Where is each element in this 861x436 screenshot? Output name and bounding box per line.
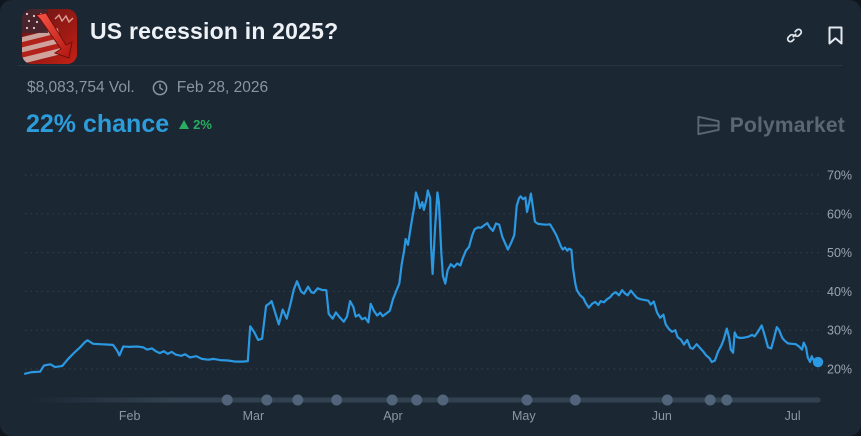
price-line [23,189,820,375]
y-tick-label: 70% [827,169,852,183]
timeline-marker[interactable] [386,394,398,406]
recession-flag-image [22,9,77,64]
y-tick-label: 20% [827,363,852,377]
y-tick-label: 40% [827,285,852,299]
x-tick-label: Jul [785,409,801,423]
bookmark-icon[interactable] [828,26,843,45]
polymarket-logo-text: Polymarket [729,113,845,137]
current-price-dot [812,356,824,368]
chance-delta-value: 2% [193,117,212,132]
volume-label: $8,083,754 Vol. [27,79,135,96]
triangle-up-icon [179,120,190,129]
x-tick-label: Mar [243,409,265,423]
y-tick-label: 60% [827,207,852,221]
polymarket-logo-mark [697,115,720,136]
timeline-marker[interactable] [704,394,716,406]
end-date-label: Feb 28, 2026 [176,79,269,96]
chance-value: 22% chance [26,110,170,138]
x-tick-label: Apr [383,409,402,423]
chance-delta: 2% [179,117,212,132]
y-tick-label: 30% [827,324,852,338]
clock-icon [152,80,168,96]
polymarket-logo[interactable]: Polymarket [695,112,845,139]
timeline-marker[interactable] [521,394,533,406]
timeline-marker[interactable] [661,394,673,406]
market-thumbnail[interactable] [22,9,77,64]
timeline-marker[interactable] [569,394,581,406]
x-tick-label: Feb [119,409,141,423]
x-tick-label: Jun [652,409,672,423]
y-tick-label: 50% [827,246,852,260]
timeline-marker[interactable] [721,394,733,406]
timeline-marker[interactable] [437,394,449,406]
timeline-marker[interactable] [221,394,233,406]
market-title[interactable]: US recession in 2025? [90,18,339,44]
timeline-marker[interactable] [261,394,273,406]
timeline-marker[interactable] [411,394,423,406]
timeline-marker[interactable] [331,394,343,406]
copy-link-icon[interactable] [785,26,804,45]
x-tick-label: May [512,409,536,423]
header-divider [18,65,843,66]
timeline-marker[interactable] [292,394,304,406]
